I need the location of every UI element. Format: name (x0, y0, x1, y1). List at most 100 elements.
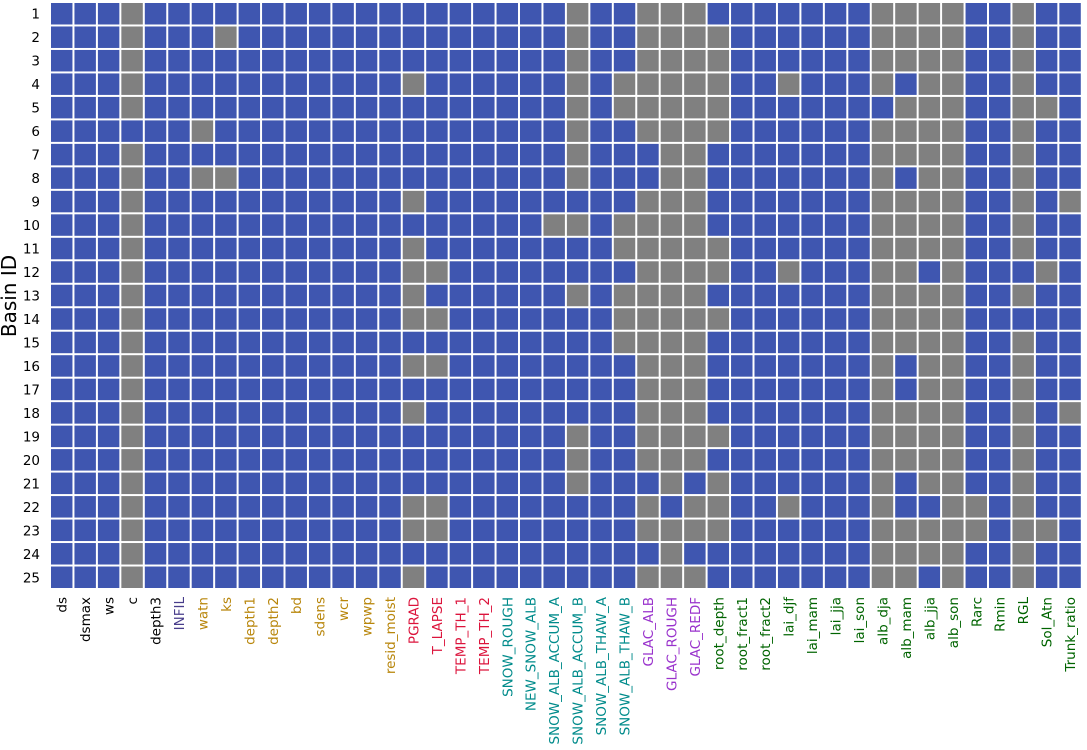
heatmap-cell-r14-lai_son (848, 308, 870, 330)
heatmap-cell-r9-depth1 (238, 190, 261, 213)
heatmap-cell-r3-dsmax (74, 49, 96, 72)
heatmap-cell-r9-alb_jja (918, 190, 941, 213)
heatmap-cell-r25-Sol_Atn (1035, 566, 1058, 588)
heatmap-cell-r5-lai_mam (801, 96, 823, 119)
heatmap-cell-r21-lai_son (848, 472, 870, 495)
heatmap-cell-r3-ws (97, 49, 120, 72)
heatmap-cell-r15-Sol_Atn (1035, 331, 1058, 354)
heatmap-cell-r16-TEMP_TH_1 (449, 355, 472, 377)
row-tick-label: 5 (31, 101, 40, 117)
heatmap-cell-r11-wpwp (355, 237, 378, 260)
heatmap-cell-r21-RGL (1012, 472, 1034, 495)
heatmap-cell-r4-resid_moist (379, 73, 401, 95)
heatmap-cell-r21-ks (215, 472, 237, 495)
heatmap-cell-r9-ds (51, 190, 73, 213)
heatmap-cell-r17-depth2 (262, 378, 284, 401)
heatmap-cell-r8-alb_mam (895, 167, 917, 189)
heatmap-cell-r6-GLAC_ROUGH (660, 120, 683, 142)
heatmap-cell-r12-ws (97, 261, 120, 283)
heatmap-cell-r3-lai_djf (777, 49, 800, 72)
heatmap-cell-r11-depth2 (262, 237, 284, 260)
heatmap-cell-r11-bd (285, 237, 307, 260)
column-tick-label: NEW_SNOW_ALB (524, 597, 540, 711)
heatmap-cell-r5-alb_dja (871, 96, 894, 119)
heatmap-cell-r24-TEMP_TH_2 (473, 543, 495, 565)
heatmap-cell-r20-SNOW_ALB_THAW_B (613, 449, 636, 471)
heatmap-cell-r19-PGRAD (402, 425, 425, 448)
heatmap-cell-r25-Rarc (965, 566, 987, 588)
heatmap-cell-r9-SNOW_ALB_THAW_A (590, 190, 612, 213)
heatmap-cell-r21-TEMP_TH_1 (449, 472, 472, 495)
heatmap-cell-r6-lai_son (848, 120, 870, 142)
heatmap-cell-r17-T_LAPSE (426, 378, 448, 401)
heatmap-cell-r11-INFIL (168, 237, 190, 260)
heatmap-cell-r10-SNOW_ROUGH (496, 214, 518, 236)
heatmap-cell-r21-SNOW_ROUGH (496, 472, 518, 495)
heatmap-cell-r12-ks (215, 261, 237, 283)
heatmap-cell-r24-c (121, 543, 143, 565)
column-tick-label: sdens (313, 597, 329, 637)
heatmap-cell-r2-SNOW_ALB_ACCUM_A (543, 26, 565, 48)
heatmap-cell-r21-lai_mam (801, 472, 823, 495)
heatmap-cell-r1-alb_son (942, 3, 964, 25)
heatmap-cell-r17-ds (51, 378, 73, 401)
heatmap-cell-r17-alb_dja (871, 378, 894, 401)
row-tick-label: 25 (23, 570, 40, 586)
heatmap-cell-r4-lai_djf (777, 73, 800, 95)
heatmap-cell-r18-Sol_Atn (1035, 402, 1058, 424)
heatmap-cell-r24-SNOW_ALB_THAW_B (613, 543, 636, 565)
heatmap-cell-r16-GLAC_ROUGH (660, 355, 683, 377)
heatmap-cell-r10-resid_moist (379, 214, 401, 236)
heatmap-cell-r24-INFIL (168, 543, 190, 565)
heatmap-cell-r19-c (121, 425, 143, 448)
heatmap-cell-r11-SNOW_ALB_THAW_A (590, 237, 612, 260)
heatmap-cell-r4-SNOW_ALB_ACCUM_A (543, 73, 565, 95)
heatmap-cell-r24-bd (285, 543, 307, 565)
heatmap-cell-r6-wcr (332, 120, 354, 142)
heatmap-cell-r25-lai_djf (777, 566, 800, 588)
column-tick-label: ds (55, 597, 71, 613)
heatmap-cell-r11-RGL (1012, 237, 1034, 260)
heatmap-cell-r23-ds (51, 519, 73, 542)
heatmap-cell-r14-dsmax (74, 308, 96, 330)
heatmap-cell-r13-PGRAD (402, 284, 425, 307)
heatmap-cell-r20-T_LAPSE (426, 449, 448, 471)
heatmap-cell-r13-depth3 (144, 284, 167, 307)
heatmap-cell-r1-root_fract1 (731, 3, 753, 25)
heatmap-cell-r5-SNOW_ALB_ACCUM_B (566, 96, 589, 119)
heatmap-cell-r25-NEW_SNOW_ALB (520, 566, 542, 588)
heatmap-cell-r1-lai_mam (801, 3, 823, 25)
heatmap-cell-r9-GLAC_ALB (637, 190, 659, 213)
heatmap-cell-r25-c (121, 566, 143, 588)
heatmap-cell-r7-bd (285, 143, 307, 166)
heatmap-cell-r20-RGL (1012, 449, 1034, 471)
heatmap-cell-r15-SNOW_ALB_THAW_B (613, 331, 636, 354)
heatmap-cell-r14-GLAC_ALB (637, 308, 659, 330)
heatmap-cell-r12-INFIL (168, 261, 190, 283)
heatmap-cell-r22-T_LAPSE (426, 496, 448, 518)
heatmap-cell-r25-alb_mam (895, 566, 917, 588)
heatmap-cell-r8-Rarc (965, 167, 987, 189)
column-tick-label: bd (289, 597, 305, 614)
heatmap-cell-r24-root_fract1 (731, 543, 753, 565)
column-tick-label: resid_moist (383, 597, 399, 674)
heatmap-cell-r11-depth3 (144, 237, 167, 260)
heatmap-cell-r13-watn (191, 284, 214, 307)
heatmap-cell-r24-GLAC_REDF (684, 543, 706, 565)
heatmap-cell-r19-GLAC_REDF (684, 425, 706, 448)
heatmap-cell-r24-alb_dja (871, 543, 894, 565)
heatmap-cell-r14-INFIL (168, 308, 190, 330)
heatmap-cell-r24-ds (51, 543, 73, 565)
heatmap-cell-r2-wpwp (355, 26, 378, 48)
heatmap-cell-r12-Sol_Atn (1035, 261, 1058, 283)
heatmap-cell-r15-SNOW_ALB_ACCUM_A (543, 331, 565, 354)
heatmap-cell-r24-resid_moist (379, 543, 401, 565)
heatmap-cell-r6-depth2 (262, 120, 284, 142)
heatmap-cell-r9-GLAC_REDF (684, 190, 706, 213)
heatmap-cell-r6-INFIL (168, 120, 190, 142)
heatmap-cell-r1-lai_djf (777, 3, 800, 25)
heatmap-cell-r5-TEMP_TH_2 (473, 96, 495, 119)
heatmap-cell-r6-sdens (308, 120, 331, 142)
heatmap-cell-r14-SNOW_ALB_THAW_A (590, 308, 612, 330)
heatmap-cell-r7-resid_moist (379, 143, 401, 166)
